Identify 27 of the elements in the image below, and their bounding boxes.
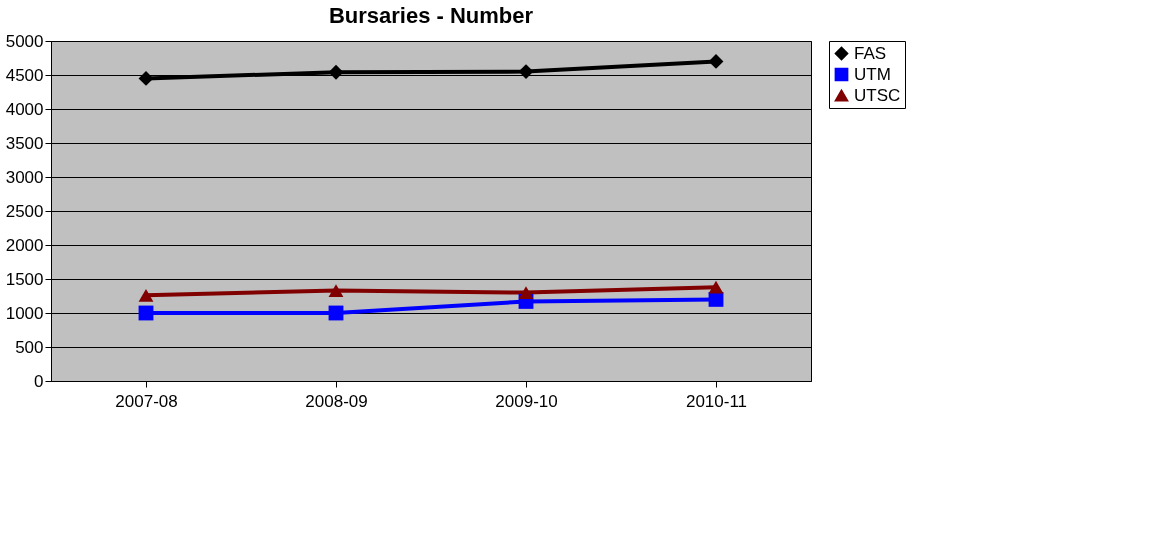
x-tick-label: 2009-10 (495, 391, 558, 411)
y-tick-label: 500 (15, 337, 44, 357)
y-tick-label: 2500 (5, 201, 44, 221)
point (518, 64, 534, 80)
legend-label: UTSC (854, 85, 901, 105)
y-tick-label: 5000 (5, 31, 44, 51)
chart-title: Bursaries - Number (328, 3, 534, 28)
y-tick-label: 1000 (5, 303, 44, 323)
y-tick-label: 4500 (5, 65, 44, 85)
point (138, 70, 154, 86)
y-tick-label: 2000 (5, 235, 44, 255)
point (708, 280, 724, 294)
point (138, 288, 154, 302)
point (328, 64, 344, 80)
legend-label: FAS (854, 43, 887, 63)
x-tick-label: 2010-11 (685, 391, 748, 411)
y-tick-label: 3000 (5, 167, 44, 187)
x-tick-label: 2008-09 (305, 391, 368, 411)
y-tick-label: 4000 (5, 99, 44, 119)
point (708, 53, 724, 69)
y-tick-label: 3500 (5, 133, 44, 153)
x-tick-label: 2007-08 (115, 391, 178, 411)
legend-label: UTM (854, 64, 891, 84)
y-tick-label: 1500 (5, 269, 44, 289)
point (518, 286, 534, 300)
point (328, 284, 344, 297)
y-tick-label: 0 (34, 371, 44, 391)
